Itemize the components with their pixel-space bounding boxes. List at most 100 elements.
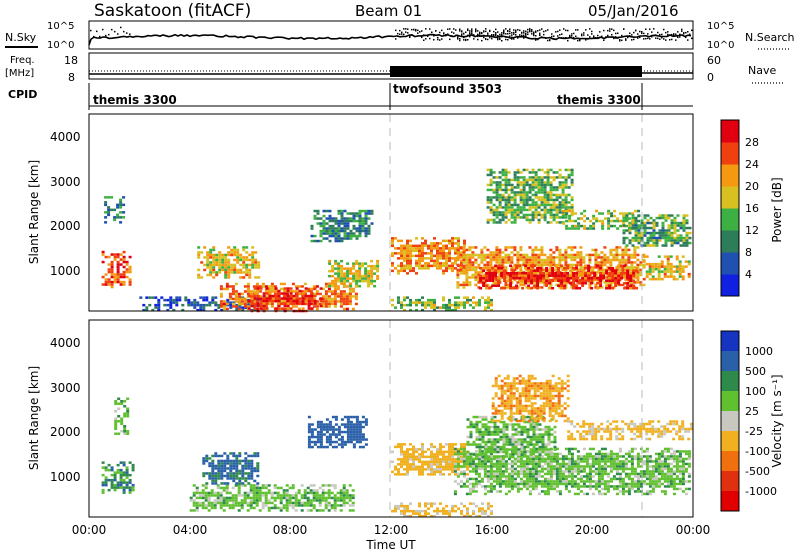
velocity-cell-region-6	[501, 475, 505, 478]
power-cell-region-10	[540, 253, 544, 257]
nsearch-point	[615, 32, 617, 35]
power-cell-region-14	[670, 231, 674, 235]
power-cell-region-15	[660, 262, 664, 266]
power-cell-region-10	[633, 266, 637, 269]
power-cell-region-11	[530, 274, 534, 277]
power-cell-region-12	[507, 206, 511, 209]
power-cell-region-5	[304, 287, 308, 290]
power-cell-region-12	[540, 198, 544, 202]
power-cell-region-14	[634, 226, 638, 230]
nsearch-point	[539, 29, 541, 31]
power-cell-region-3	[197, 268, 201, 272]
power-cell-region-2	[229, 301, 233, 304]
power-cell-region-7	[373, 284, 377, 288]
power-cell-region-15	[648, 270, 652, 273]
velocity-cell-region-2	[309, 484, 313, 487]
power-cell-region-13	[598, 219, 602, 223]
velocity-cell-region-2	[345, 501, 349, 505]
power-cell-region-12	[546, 171, 550, 174]
power-cell-region-10	[537, 261, 541, 264]
velocity-cell-region-3	[256, 464, 260, 468]
power-cell-region-11	[587, 264, 591, 267]
nsearch-point	[603, 29, 605, 32]
power-cell-region-8	[397, 247, 400, 250]
power-cell-region-11	[539, 269, 543, 272]
power-cell-region-10	[567, 246, 571, 249]
power-cell-region-12	[567, 201, 571, 204]
velocity-cell-region-5	[418, 468, 421, 471]
nsearch-point	[629, 32, 631, 34]
power-cell-region-11	[545, 269, 549, 272]
power-cell-region-3	[239, 258, 243, 262]
velocity-cell-region-2	[222, 486, 226, 490]
power-cell-region-12	[501, 183, 505, 187]
power-cell-region-10	[606, 261, 610, 264]
power-cell-region-6	[334, 219, 338, 223]
velocity-cell-region-6	[486, 480, 490, 483]
velocity-cell-region-6	[462, 452, 466, 456]
power-cell-region-9	[487, 303, 490, 307]
velocity-cell-region-6	[456, 452, 460, 456]
power-cell-region-4	[345, 307, 349, 311]
power-cell-region-13	[601, 222, 605, 225]
power-cell-region-13	[607, 217, 611, 220]
power-cell-region-11	[518, 272, 522, 275]
power-cell-region-3	[209, 253, 213, 257]
velocity-cell-region-1	[114, 432, 118, 435]
power-cell-region-3	[227, 246, 231, 249]
power-cell-region-10	[564, 256, 568, 259]
velocity-cell-region-5	[439, 458, 442, 461]
power-cell-region-8	[406, 242, 409, 245]
velocity-cell-region-5	[433, 473, 436, 476]
power-cell-region-7	[358, 262, 362, 265]
power-cell-region-12	[540, 213, 544, 217]
power-cell-region-12	[534, 208, 538, 212]
power-cell-region-12	[507, 171, 511, 174]
power-cell-region-11	[545, 267, 549, 270]
power-cell-region-10	[501, 251, 505, 254]
velocity-cell-region-2	[231, 499, 235, 502]
power-cell-region-0	[119, 263, 123, 266]
power-cell-region-10	[642, 258, 646, 262]
power-cell-region-10	[510, 246, 514, 249]
power-cell-region-11	[533, 279, 537, 282]
velocity-cell-region-2	[339, 496, 343, 500]
velocity-cell-region-3	[232, 474, 236, 478]
power-cell-region-7	[340, 277, 344, 280]
nsearch-point	[509, 32, 511, 35]
velocity-cell-region-2	[243, 484, 247, 487]
power-cell-region-10	[633, 256, 637, 259]
power-ytick-1000: 1000	[50, 264, 81, 278]
power-cell-region-14	[661, 244, 665, 247]
power-cell-region-11	[572, 282, 576, 285]
power-cell-region-4	[327, 300, 331, 303]
nsearch-point	[531, 30, 533, 33]
velocity-cell-region-5	[445, 468, 448, 471]
velocity-cell-region-4	[310, 435, 314, 439]
velocity-cell-region-2	[246, 491, 250, 495]
power-cell-region-7	[373, 279, 377, 283]
power-cell-region-10	[552, 256, 556, 259]
nsearch-point	[491, 36, 493, 38]
power-cell-region-11	[536, 284, 540, 287]
velocity-cell-region-1	[126, 430, 130, 433]
power-cell-region-13	[574, 219, 578, 223]
power-cell-region-10	[504, 248, 508, 252]
power-cell-region-11	[566, 274, 570, 277]
velocity-cell-region-2	[216, 486, 220, 490]
power-cell-region-10	[489, 261, 493, 264]
velocity-cell-region-6	[459, 447, 463, 451]
power-cell-region-7	[376, 264, 380, 268]
velocity-cell-region-2	[252, 486, 256, 490]
power-cell-region-4	[339, 305, 343, 308]
power-cell-region-8	[445, 247, 448, 250]
nave-tick-bottom: 0	[707, 71, 714, 84]
power-cell-region-11	[581, 277, 585, 280]
power-cell-region-0	[128, 268, 132, 271]
power-cell-region-12	[504, 191, 508, 194]
velocity-cell-region-1	[114, 425, 118, 428]
power-cell-region-10	[471, 256, 475, 259]
power-cell-region-12	[564, 201, 568, 204]
power-cell-region-8	[460, 264, 463, 268]
power-cell-region-10	[486, 253, 490, 257]
